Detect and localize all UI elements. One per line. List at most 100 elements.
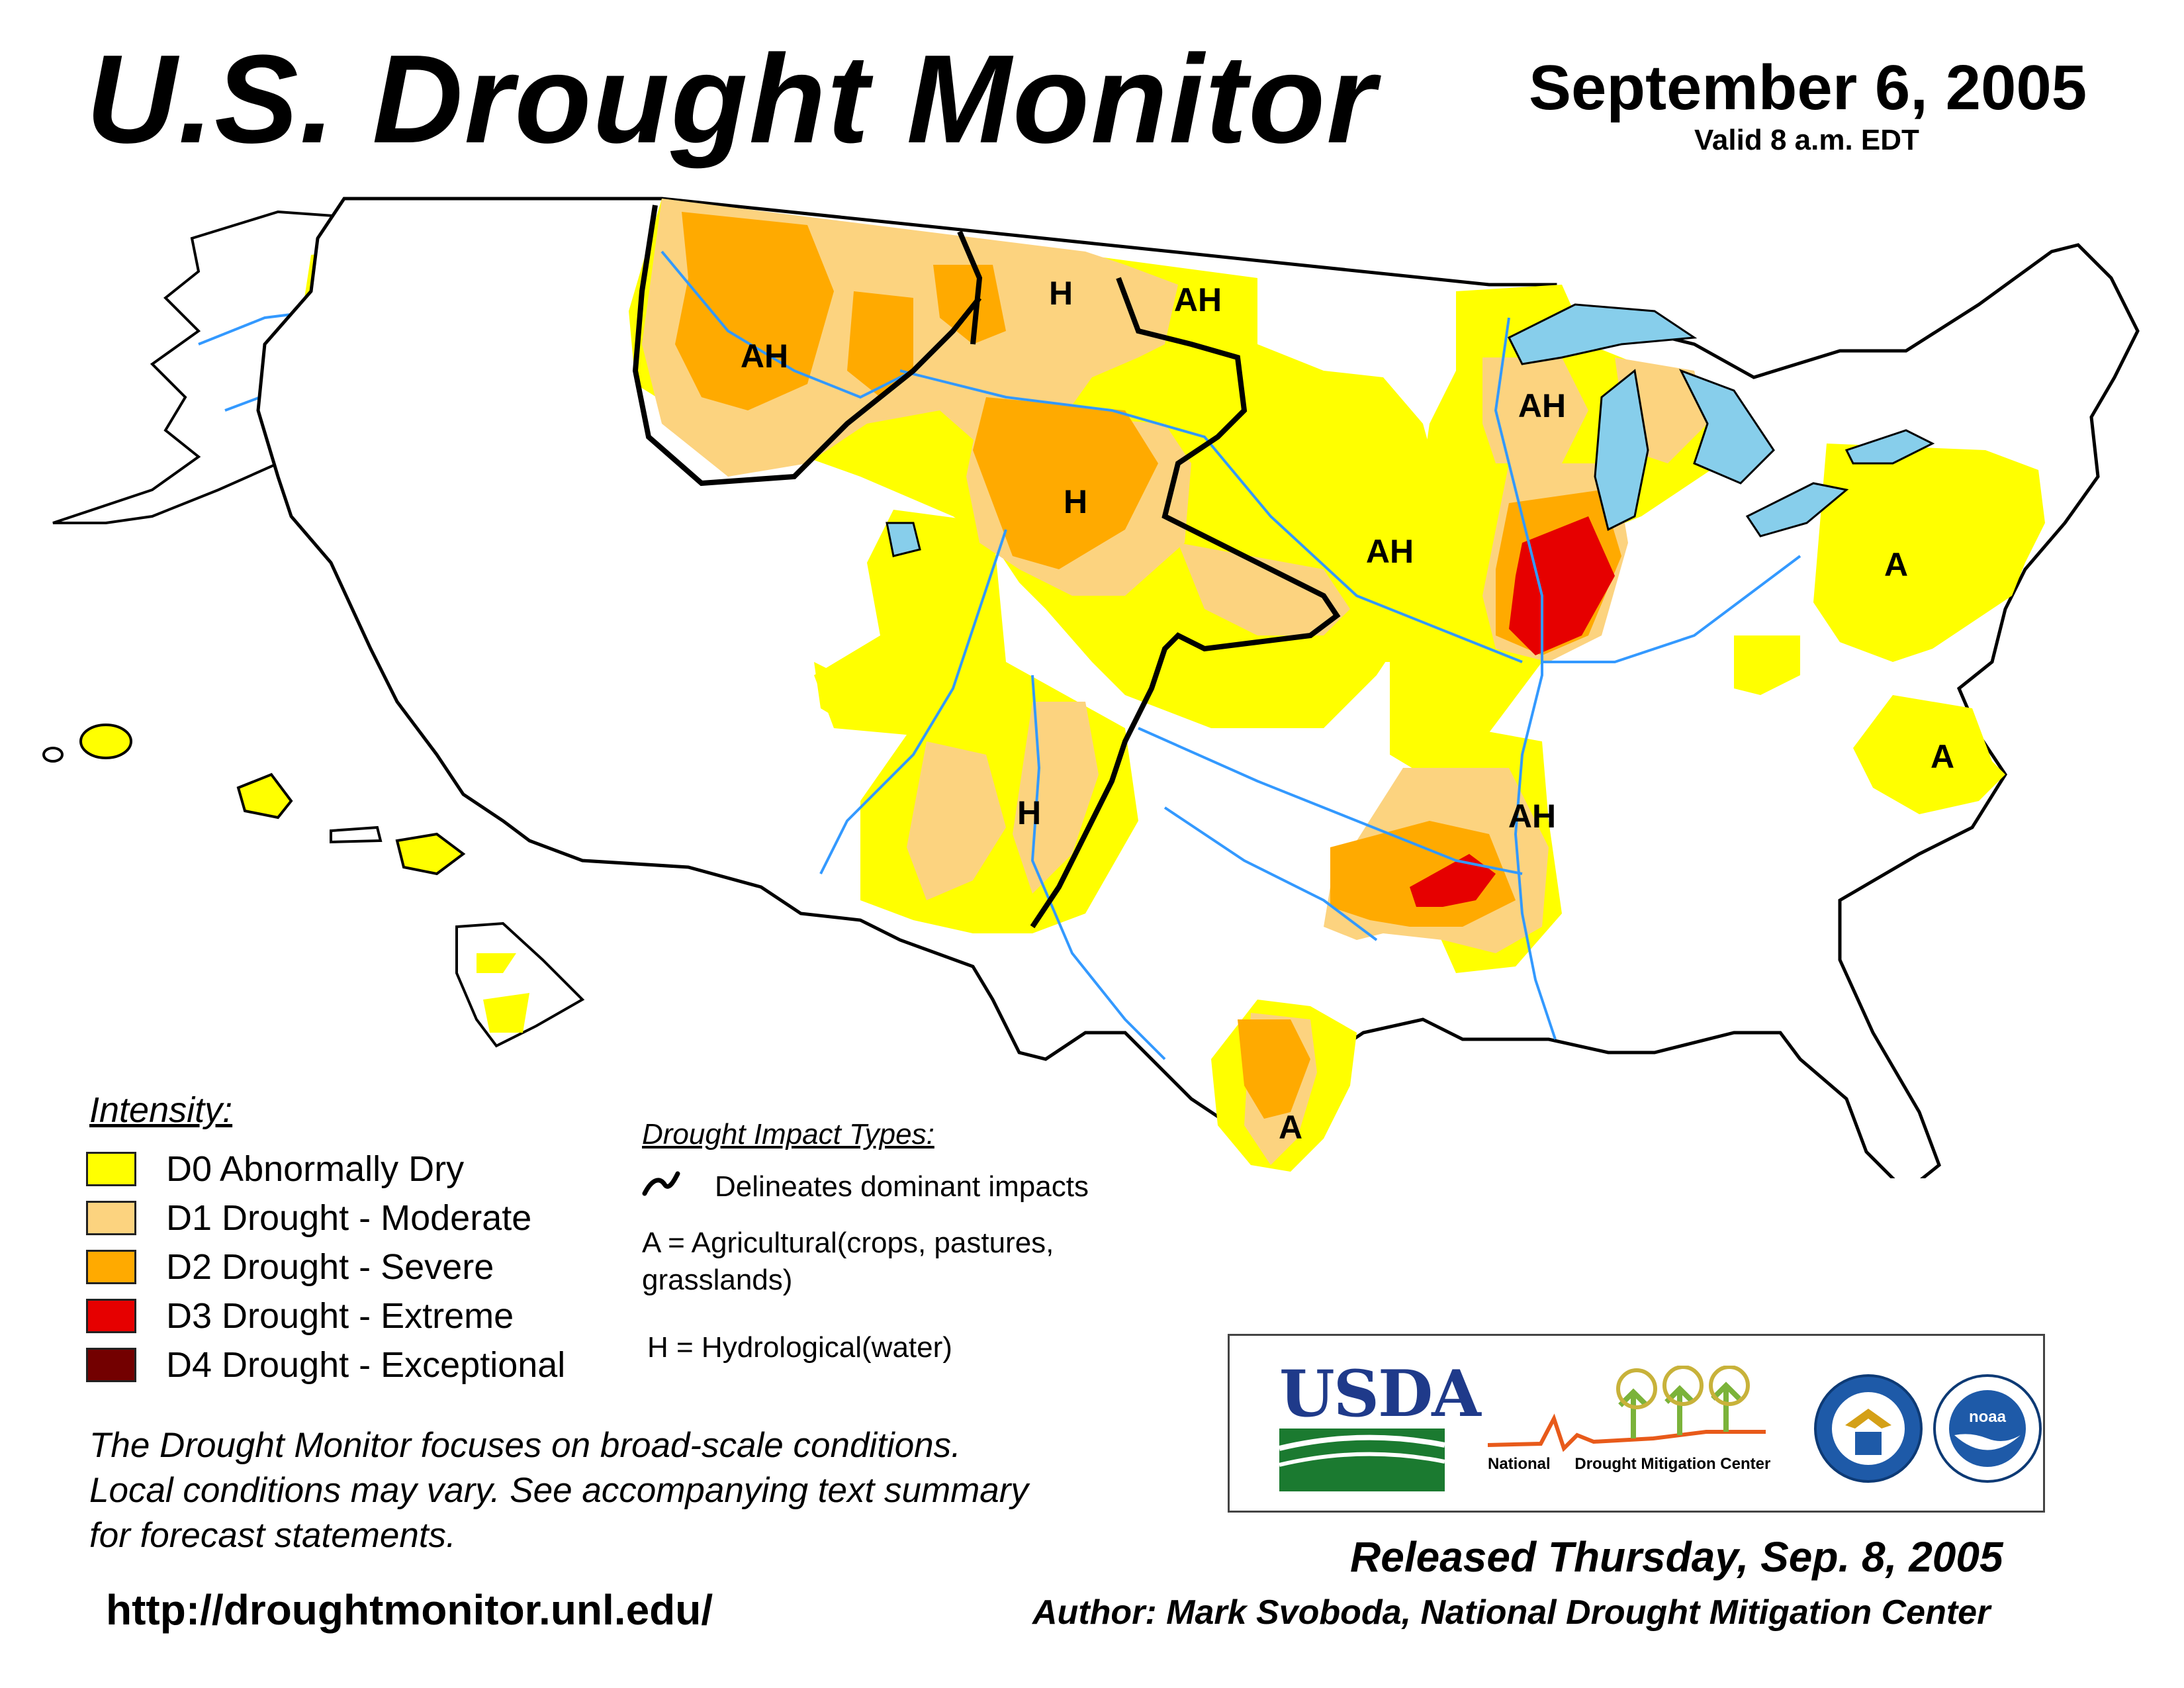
legend-label-d4: D4 Drought - Exceptional bbox=[166, 1345, 566, 1385]
d2-areas bbox=[675, 212, 1621, 1119]
noaa-seal-icon: noaa bbox=[1933, 1374, 2042, 1483]
website-url[interactable]: http://droughtmonitor.unl.edu/ bbox=[106, 1586, 713, 1634]
legend-label-d0: D0 Abnormally Dry bbox=[166, 1149, 465, 1189]
map-date: September 6, 2005 bbox=[1529, 52, 2087, 123]
legend-swatch-d2 bbox=[86, 1250, 136, 1284]
d3-illinois bbox=[1509, 516, 1615, 655]
label-texas: A bbox=[1279, 1109, 1302, 1146]
valid-time: Valid 8 a.m. EDT bbox=[1694, 124, 1919, 156]
d2-montana bbox=[933, 265, 1006, 344]
ndmc-logo: National Drought Mitigation Center bbox=[1487, 1365, 1770, 1491]
ndmc-national-text: National bbox=[1488, 1455, 1551, 1473]
label-wisconsin: AH bbox=[1518, 387, 1566, 424]
great-lakes bbox=[886, 303, 1935, 557]
usda-logo-text: USDA bbox=[1279, 1356, 1481, 1431]
label-new-mexico: H bbox=[1017, 794, 1041, 831]
impact-line-desc: Delineates dominant impacts bbox=[715, 1170, 1089, 1203]
disclaimer-line-1: The Drought Monitor focuses on broad-sca… bbox=[89, 1426, 961, 1465]
lake-superior bbox=[1507, 303, 1698, 365]
ndmc-tree-icon bbox=[1487, 1365, 1766, 1452]
conus: AH H AH H AH AH A H AH A A bbox=[256, 197, 2140, 1178]
d3-arkansas bbox=[1410, 854, 1496, 907]
lake-michigan bbox=[1594, 369, 1649, 532]
label-arkansas: AH bbox=[1508, 798, 1556, 835]
impact-labels: AH H AH H AH AH A H AH A A bbox=[741, 275, 1954, 1146]
author-credit: Author: Mark Svoboda, National Drought M… bbox=[1032, 1593, 1991, 1632]
legend-item-d3: D3 Drought - Extreme bbox=[86, 1296, 514, 1336]
label-iowa: AH bbox=[1366, 533, 1414, 570]
drought-map: A bbox=[42, 197, 2140, 1178]
d2-idaho bbox=[847, 291, 913, 397]
impact-ag-line2: grasslands) bbox=[642, 1264, 793, 1296]
impact-ag-line1: A = Agricultural(crops, pastures, bbox=[642, 1227, 1054, 1259]
d0-virginia bbox=[1734, 635, 1800, 695]
hawaii-d0-area bbox=[477, 953, 529, 1033]
legend-label-d3: D3 Drought - Extreme bbox=[166, 1296, 514, 1336]
disclaimer: The Drought Monitor focuses on broad-sca… bbox=[89, 1423, 1201, 1558]
d2-wyoming bbox=[973, 397, 1158, 569]
d2-washington-oregon bbox=[675, 212, 834, 410]
d2-texas bbox=[1238, 1019, 1310, 1119]
hawaii-molokai bbox=[330, 825, 383, 844]
legend-label-d1: D1 Drought - Moderate bbox=[166, 1198, 532, 1238]
label-pnw: AH bbox=[741, 338, 788, 375]
hawaii bbox=[42, 724, 585, 1048]
great-salt-lake bbox=[886, 522, 921, 557]
d3-areas bbox=[1410, 516, 1615, 907]
release-date: Released Thursday, Sep. 8, 2005 bbox=[1350, 1533, 2003, 1581]
d1-nebraska bbox=[1178, 543, 1350, 635]
label-wyoming: H bbox=[1064, 483, 1087, 520]
river-missouri bbox=[899, 369, 1523, 663]
hawaii-niihau bbox=[42, 747, 64, 763]
legend-swatch-d1 bbox=[86, 1201, 136, 1235]
label-pennsylvania: A bbox=[1884, 546, 1908, 583]
disclaimer-line-3: for forecast statements. bbox=[89, 1516, 456, 1555]
river-mississippi bbox=[1494, 317, 1557, 1040]
impact-line-pnw bbox=[632, 205, 982, 487]
rivers bbox=[660, 250, 1801, 1060]
d0-utah-sliver bbox=[814, 662, 893, 728]
noaa-seal-text: noaa bbox=[1969, 1408, 2007, 1426]
lake-huron bbox=[1678, 369, 1775, 485]
label-dakotas: AH bbox=[1174, 281, 1222, 318]
impact-hydro: H = Hydrological(water) bbox=[647, 1331, 952, 1364]
d0-northeast bbox=[1813, 444, 2045, 662]
d0-carolina bbox=[1853, 695, 2005, 814]
river-ohio bbox=[1542, 555, 1801, 663]
hawaii-kauai bbox=[79, 724, 132, 759]
lake-erie bbox=[1745, 482, 1849, 538]
legend-swatch-d0 bbox=[86, 1152, 136, 1186]
disclaimer-line-2: Local conditions may vary. See accompany… bbox=[89, 1471, 1028, 1510]
d1-wisconsin bbox=[1482, 357, 1588, 463]
impact-line-icon bbox=[642, 1171, 680, 1196]
river-red bbox=[1163, 806, 1378, 941]
label-montana: H bbox=[1049, 275, 1073, 312]
impact-lines bbox=[632, 205, 1341, 929]
legend-swatch-d3 bbox=[86, 1299, 136, 1333]
legend-item-d2: D2 Drought - Severe bbox=[86, 1247, 494, 1287]
usda-field-icon bbox=[1279, 1429, 1445, 1491]
impact-line-montana bbox=[957, 230, 983, 345]
river-rio-grande bbox=[1030, 675, 1166, 1060]
legend-item-d1: D1 Drought - Moderate bbox=[86, 1198, 531, 1238]
commerce-seal-icon bbox=[1814, 1374, 1923, 1483]
ndmc-name-text: Drought Mitigation Center bbox=[1574, 1455, 1771, 1473]
label-carolina: A bbox=[1931, 738, 1954, 775]
logo-panel: USDA National Drought Mitigation Center bbox=[1228, 1334, 2045, 1513]
legend-label-d2: D2 Drought - Severe bbox=[166, 1247, 494, 1287]
hawaii-oahu bbox=[236, 773, 293, 820]
river-arkansas bbox=[1138, 727, 1523, 875]
legend-swatch-d4 bbox=[86, 1348, 136, 1382]
usda-logo: USDA bbox=[1279, 1356, 1481, 1491]
legend-item-d0: D0 Abnormally Dry bbox=[86, 1149, 464, 1189]
hawaii-maui bbox=[395, 832, 466, 876]
d1-arizona-nm bbox=[907, 741, 1006, 900]
page-title: U.S. Drought Monitor bbox=[86, 29, 1377, 169]
legend-item-d4: D4 Drought - Exceptional bbox=[86, 1345, 565, 1385]
river-columbia-snake bbox=[660, 250, 914, 399]
legend-title: Intensity: bbox=[89, 1090, 233, 1130]
impact-types-title: Drought Impact Types: bbox=[642, 1118, 934, 1150]
impact-line-plains bbox=[1030, 277, 1341, 929]
river-colorado bbox=[819, 529, 1007, 874]
lake-ontario bbox=[1844, 429, 1935, 465]
